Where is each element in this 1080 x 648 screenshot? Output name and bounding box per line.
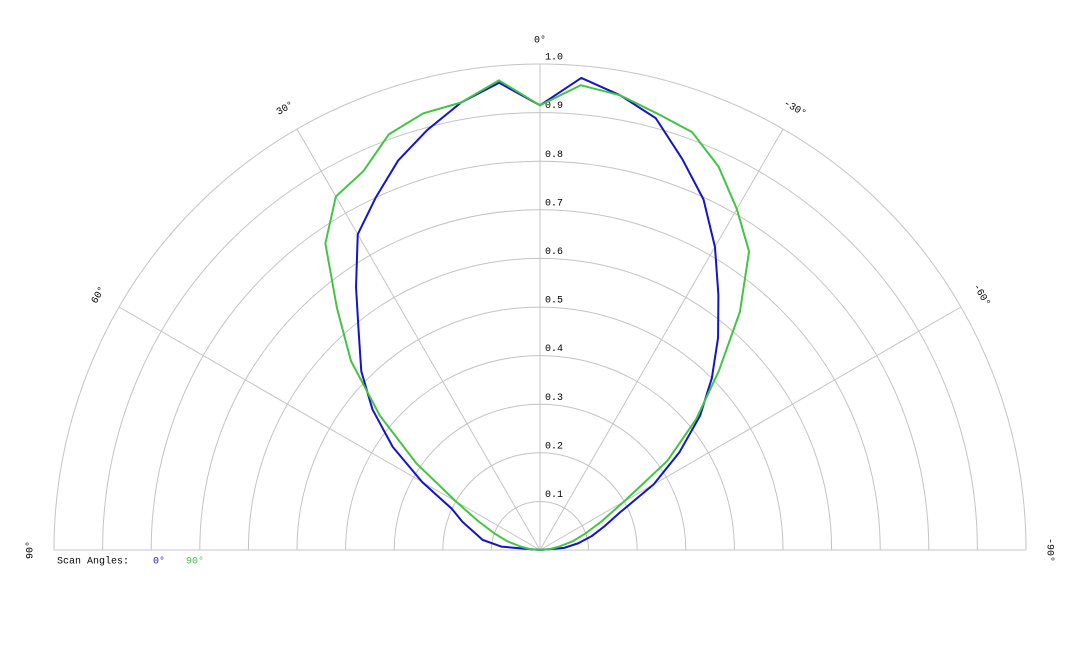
angle-tick-label: 90° <box>25 541 37 559</box>
angle-tick-label: -30° <box>781 98 808 120</box>
series-line <box>355 76 720 551</box>
angle-tick-label: 30° <box>275 99 297 118</box>
legend-entry: 0° <box>153 556 165 568</box>
legend-title: Scan Angles: <box>57 556 129 568</box>
r-tick-label: 0.3 <box>545 393 563 404</box>
r-tick-label: 0.1 <box>545 490 563 501</box>
r-tick-label: 1.0 <box>545 53 563 64</box>
r-tick-label: 0.7 <box>545 198 563 209</box>
r-tick-label: 0.4 <box>545 344 563 355</box>
grid-spoke <box>539 128 784 551</box>
r-tick-label: 0.8 <box>545 150 563 161</box>
r-tick-label: 0.6 <box>545 247 563 258</box>
angle-tick-label: 60° <box>89 285 108 307</box>
r-tick-label: 0.5 <box>545 296 563 307</box>
angle-tick-label: 0° <box>534 35 546 47</box>
r-tick-label: 0.2 <box>545 441 563 452</box>
r-tick-label: 0.9 <box>545 101 563 112</box>
legend-entry: 90° <box>186 556 204 568</box>
grid-spoke <box>118 306 541 551</box>
angle-tick-label: -90° <box>1043 538 1055 562</box>
angle-tick-label: -60° <box>970 282 992 309</box>
series-line <box>324 79 751 551</box>
grid-spoke <box>296 128 541 551</box>
grid-spoke <box>539 306 962 551</box>
